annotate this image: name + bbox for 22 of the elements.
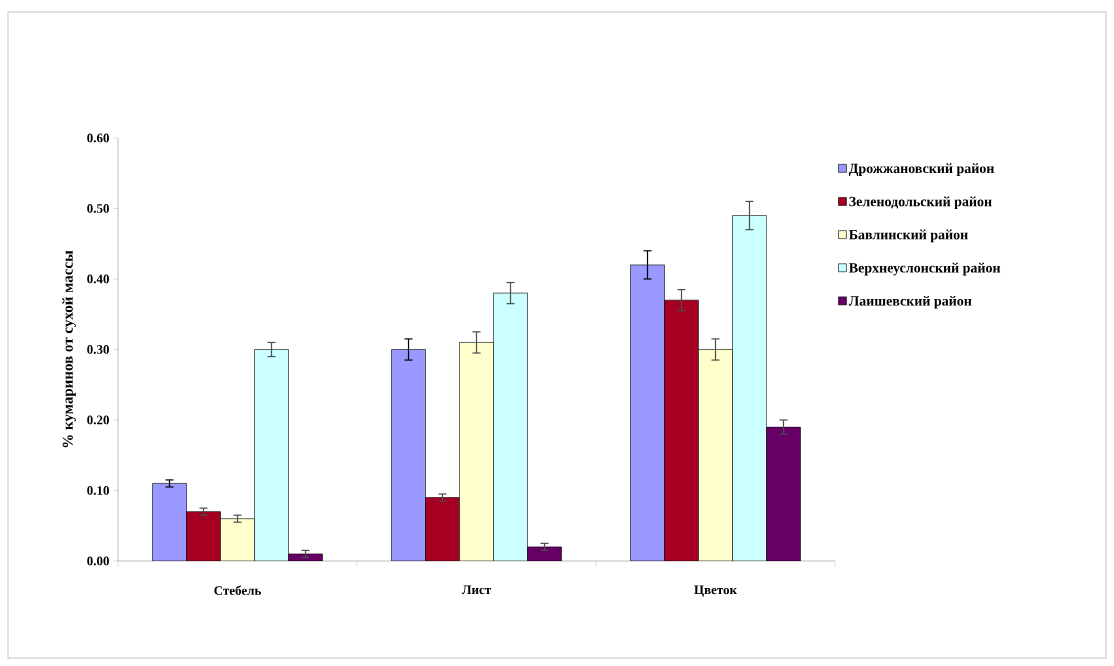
legend-label: Зеленодольский район xyxy=(849,196,992,210)
legend-label: Бавлинский район xyxy=(849,229,968,243)
x-tick-label: Цветок xyxy=(694,585,738,597)
y-axis-title: % кумаринов от сухой массы xyxy=(62,250,76,448)
y-tick-label: 0.60 xyxy=(87,133,109,143)
y-tick-label: 0.50 xyxy=(87,204,109,213)
legend-label: Верхнеуслонский район xyxy=(849,262,1001,276)
x-tick-label: Лист xyxy=(461,585,492,595)
legend-label: Дрожжановский район xyxy=(848,163,995,176)
y-tick-label: 0.10 xyxy=(87,486,109,495)
bar xyxy=(459,342,494,561)
y-tick-label: 0.00 xyxy=(87,556,109,566)
legend-label: Лаишевский район xyxy=(848,295,972,309)
bar xyxy=(220,518,255,561)
x-tick-label: Стебель xyxy=(214,585,262,595)
bar xyxy=(664,299,699,561)
bar xyxy=(698,349,733,561)
y-tick-label: 0.20 xyxy=(87,415,109,425)
y-tick-label: 0.30 xyxy=(87,345,109,354)
bar xyxy=(425,497,460,561)
bar xyxy=(186,511,221,561)
y-tick-label: 0.40 xyxy=(87,274,109,284)
